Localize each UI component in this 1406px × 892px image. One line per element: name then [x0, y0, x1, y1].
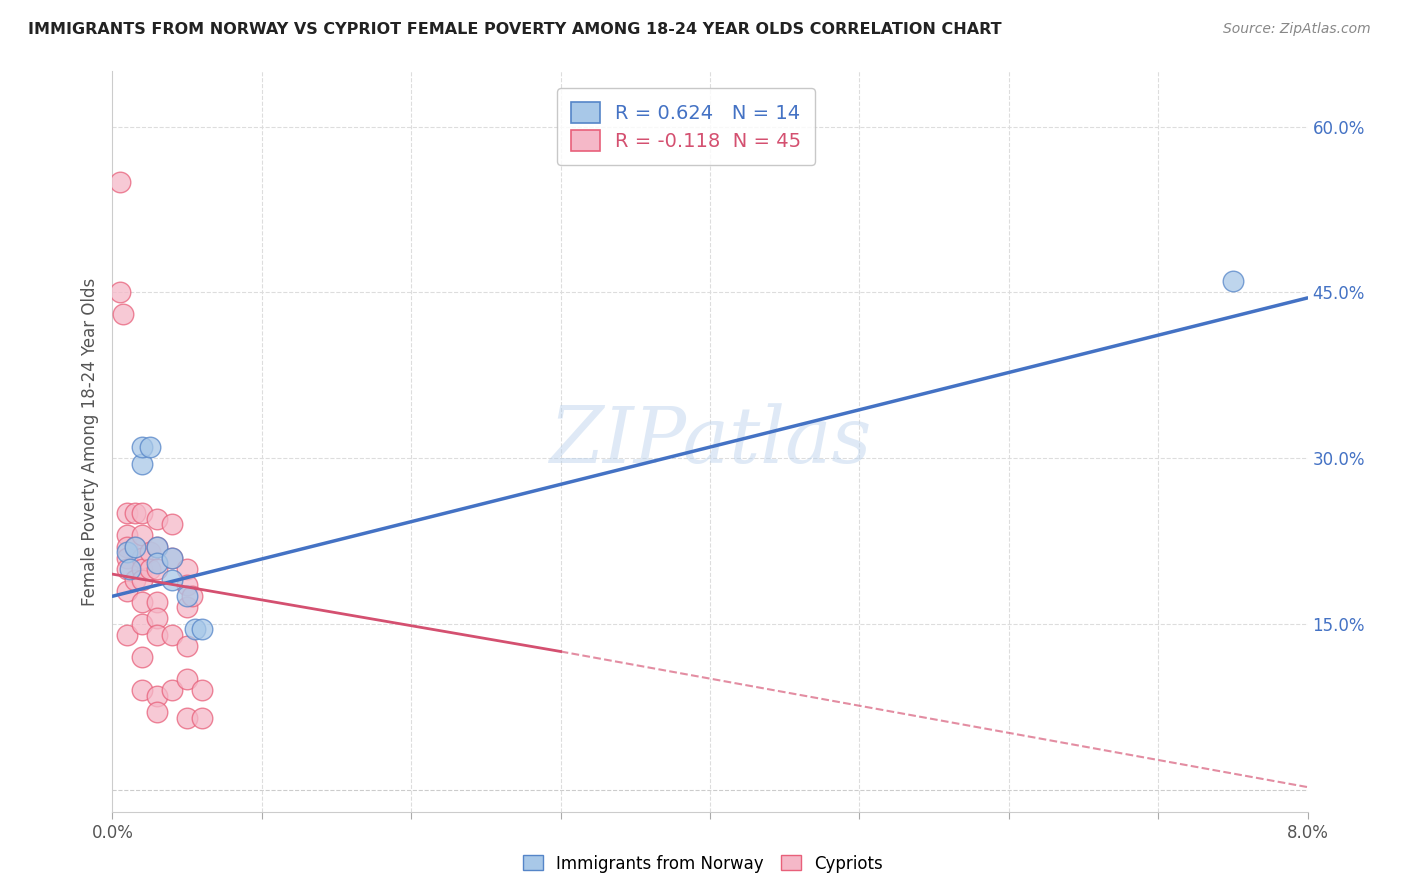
- Point: [117, 550, 139, 565]
- Text: Source: ZipAtlas.com: Source: ZipAtlas.com: [1223, 22, 1371, 37]
- Point: [176, 600, 198, 615]
- Point: [176, 639, 198, 653]
- Point: [117, 507, 139, 521]
- Point: [117, 545, 139, 559]
- Point: [146, 611, 169, 625]
- Point: [117, 540, 139, 554]
- Point: [146, 540, 169, 554]
- Point: [124, 573, 146, 587]
- Point: [117, 561, 139, 575]
- Point: [131, 561, 153, 575]
- Point: [162, 628, 183, 642]
- Point: [146, 706, 169, 720]
- Point: [124, 540, 146, 554]
- Point: [146, 556, 169, 570]
- Point: [139, 440, 162, 454]
- Point: [131, 650, 153, 665]
- Legend: Immigrants from Norway, Cypriots: Immigrants from Norway, Cypriots: [516, 848, 890, 880]
- Point: [120, 561, 142, 575]
- Point: [131, 550, 153, 565]
- Y-axis label: Female Poverty Among 18-24 Year Olds: Female Poverty Among 18-24 Year Olds: [80, 277, 98, 606]
- Point: [183, 623, 205, 637]
- Text: ZIPatlas: ZIPatlas: [548, 403, 872, 480]
- Point: [124, 540, 146, 554]
- Point: [162, 517, 183, 532]
- Point: [131, 616, 153, 631]
- Point: [131, 573, 153, 587]
- Point: [146, 628, 169, 642]
- Point: [162, 550, 183, 565]
- Point: [108, 175, 131, 189]
- Point: [180, 589, 202, 603]
- Point: [111, 308, 134, 322]
- Point: [162, 550, 183, 565]
- Point: [146, 540, 169, 554]
- Point: [191, 711, 214, 725]
- Point: [146, 512, 169, 526]
- Point: [124, 507, 146, 521]
- Point: [117, 583, 139, 598]
- Point: [131, 440, 153, 454]
- Point: [162, 573, 183, 587]
- Point: [108, 285, 131, 300]
- Point: [139, 545, 162, 559]
- Point: [117, 528, 139, 542]
- Point: [146, 689, 169, 703]
- Point: [1222, 274, 1244, 288]
- Legend: R = 0.624   N = 14, R = -0.118  N = 45: R = 0.624 N = 14, R = -0.118 N = 45: [557, 88, 815, 165]
- Point: [191, 623, 214, 637]
- Point: [176, 589, 198, 603]
- Point: [139, 561, 162, 575]
- Point: [131, 457, 153, 471]
- Text: IMMIGRANTS FROM NORWAY VS CYPRIOT FEMALE POVERTY AMONG 18-24 YEAR OLDS CORRELATI: IMMIGRANTS FROM NORWAY VS CYPRIOT FEMALE…: [28, 22, 1001, 37]
- Point: [176, 711, 198, 725]
- Point: [146, 595, 169, 609]
- Point: [191, 683, 214, 698]
- Point: [131, 595, 153, 609]
- Point: [176, 561, 198, 575]
- Point: [131, 683, 153, 698]
- Point: [162, 683, 183, 698]
- Point: [176, 672, 198, 686]
- Point: [131, 528, 153, 542]
- Point: [176, 578, 198, 592]
- Point: [131, 507, 153, 521]
- Point: [146, 561, 169, 575]
- Point: [117, 628, 139, 642]
